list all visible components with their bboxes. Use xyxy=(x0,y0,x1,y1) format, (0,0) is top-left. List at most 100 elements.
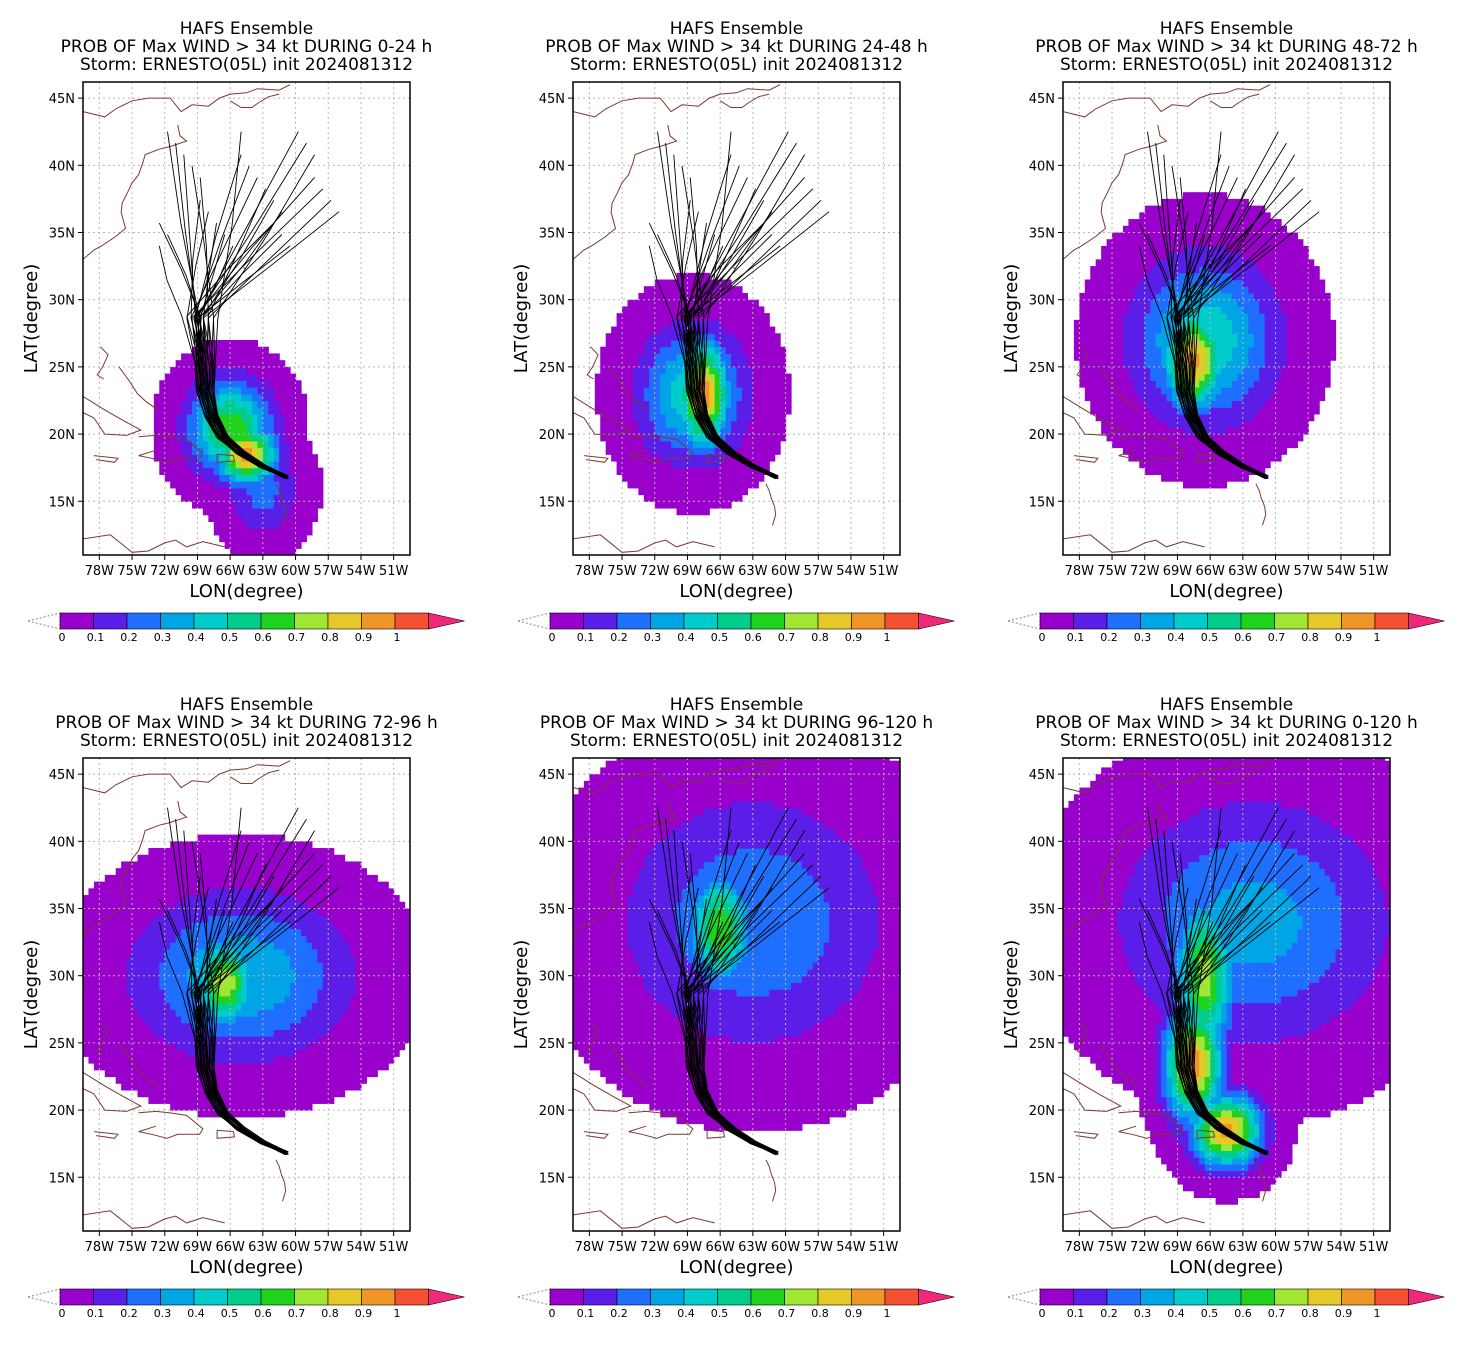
x-tick-label: 66W xyxy=(705,564,735,579)
colorbar-tick-label: 0.3 xyxy=(644,631,662,644)
y-tick-label: 40N xyxy=(539,835,565,850)
colorbar-tick-label: 0.2 xyxy=(1100,631,1118,644)
x-tick-label: 54W xyxy=(836,1240,866,1255)
colorbar-swatch xyxy=(1140,612,1175,630)
colorbar-tick-label: 0.2 xyxy=(120,631,138,644)
colorbar-swatch xyxy=(193,612,228,630)
colorbar-tick-label: 0.7 xyxy=(778,1307,796,1320)
ensemble-track xyxy=(703,131,779,479)
colorbar-tick-label: 0.1 xyxy=(1067,631,1085,644)
colorbar-tick-label: 0.6 xyxy=(1234,1307,1252,1320)
probability-field xyxy=(1073,192,1337,489)
ensemble-track xyxy=(1193,807,1269,1155)
colorbar-tick-label: 0.8 xyxy=(811,631,829,644)
colorbar-tick-label: 0.2 xyxy=(120,1307,138,1320)
panel-title-line1: HAFS Ensemble xyxy=(1160,695,1293,715)
ensemble-track xyxy=(1189,830,1295,1155)
y-tick-label: 35N xyxy=(539,227,565,242)
panel-title-line2: PROB OF Max WIND > 34 kt DURING 96-120 h xyxy=(540,713,933,733)
panel-title-line2: PROB OF Max WIND > 34 kt DURING 0-24 h xyxy=(61,37,433,57)
y-tick-label: 30N xyxy=(1029,970,1055,985)
colorbar-swatch xyxy=(260,612,295,630)
colorbar-swatch xyxy=(1173,612,1208,630)
colorbar-swatch xyxy=(361,612,396,630)
y-tick-label: 25N xyxy=(539,1037,565,1052)
colorbar-tick-label: 0.8 xyxy=(1301,1307,1319,1320)
colorbar-swatch xyxy=(683,1288,718,1306)
colorbar-swatch xyxy=(750,612,785,630)
colorbar-tick-label: 0 xyxy=(549,1307,556,1320)
colorbar-over-arrow xyxy=(918,1288,955,1306)
colorbar-tick-label: 0.9 xyxy=(355,631,373,644)
x-tick-label: 75W xyxy=(117,1240,147,1255)
ensemble-tracks xyxy=(158,807,340,1156)
x-axis-label: LON(degree) xyxy=(679,1257,793,1278)
colorbar-swatch xyxy=(750,1288,785,1306)
map-frame xyxy=(82,81,411,556)
x-tick-label: 78W xyxy=(1065,564,1095,579)
colorbar-swatch xyxy=(817,1288,852,1306)
colorbar-tick-label: 1 xyxy=(884,631,891,644)
colorbar-tick-label: 0.2 xyxy=(610,1307,628,1320)
panel-title-line3: Storm: ERNESTO(05L) init 2024081312 xyxy=(80,55,413,75)
colorbar-swatch xyxy=(294,1288,329,1306)
ensemble-track xyxy=(1187,875,1312,1155)
colorbar-tick-label: 0.6 xyxy=(744,1307,762,1320)
colorbar-over-arrow xyxy=(1408,612,1445,630)
x-tick-label: 51W xyxy=(379,1240,409,1255)
ensemble-track xyxy=(207,875,332,1155)
colorbar-tick-label: 0.7 xyxy=(1268,1307,1286,1320)
colorbar-swatch xyxy=(1106,612,1141,630)
colorbar-tick-label: 1 xyxy=(884,1307,891,1320)
colorbar-tick-label: 0 xyxy=(1039,1307,1046,1320)
ensemble-track xyxy=(1147,234,1268,478)
colorbar-swatch xyxy=(1274,612,1309,630)
y-tick-label: 15N xyxy=(49,1171,75,1186)
x-tick-label: 75W xyxy=(607,564,637,579)
y-tick-label: 20N xyxy=(539,1104,565,1119)
x-tick-label: 78W xyxy=(575,1240,605,1255)
x-tick-label: 54W xyxy=(346,1240,376,1255)
colorbar-swatch xyxy=(650,1288,685,1306)
colorbar-tick-label: 0.8 xyxy=(811,1307,829,1320)
colorbar-swatch xyxy=(1207,1288,1242,1306)
map-frame xyxy=(572,757,901,1232)
colorbar-tick-label: 0.1 xyxy=(1067,1307,1085,1320)
coastlines xyxy=(573,84,781,553)
y-tick-label: 15N xyxy=(539,1171,565,1186)
colorbar-swatch xyxy=(884,612,919,630)
colorbar-swatch xyxy=(1207,612,1242,630)
probability-field xyxy=(153,340,324,555)
colorbar-tick-label: 0.4 xyxy=(187,1307,205,1320)
colorbar-tick-label: 0 xyxy=(1039,631,1046,644)
colorbar-tick-label: 1 xyxy=(394,631,401,644)
panel-title-line2: PROB OF Max WIND > 34 kt DURING 48-72 h xyxy=(1035,37,1417,57)
y-tick-label: 20N xyxy=(539,428,565,443)
ensemble-track xyxy=(209,830,315,1155)
map-gridlines xyxy=(573,82,900,555)
colorbar-tick-label: 0.4 xyxy=(1167,631,1185,644)
x-tick-label: 60W xyxy=(1261,564,1291,579)
x-tick-label: 66W xyxy=(215,1240,245,1255)
y-axis-label: LAT(degree) xyxy=(1001,264,1022,373)
colorbar-swatch xyxy=(1106,1288,1141,1306)
x-tick-label: 54W xyxy=(1326,564,1356,579)
ensemble-track xyxy=(197,211,286,476)
colorbar-tick-label: 0.3 xyxy=(154,631,172,644)
colorbar-tick-label: 0.4 xyxy=(187,631,205,644)
colorbar-swatch xyxy=(160,1288,195,1306)
x-tick-label: 78W xyxy=(1065,1240,1095,1255)
y-tick-label: 20N xyxy=(1029,428,1055,443)
x-tick-label: 69W xyxy=(673,1240,703,1255)
x-tick-label: 63W xyxy=(1228,564,1258,579)
ensemble-track xyxy=(1147,910,1268,1154)
colorbar-swatch xyxy=(93,1288,128,1306)
x-tick-label: 54W xyxy=(346,564,376,579)
x-tick-label: 69W xyxy=(183,564,213,579)
ensemble-track xyxy=(207,199,332,479)
colorbar-under-arrow xyxy=(517,612,551,630)
y-tick-label: 35N xyxy=(1029,903,1055,918)
map-frame xyxy=(1062,757,1391,1232)
